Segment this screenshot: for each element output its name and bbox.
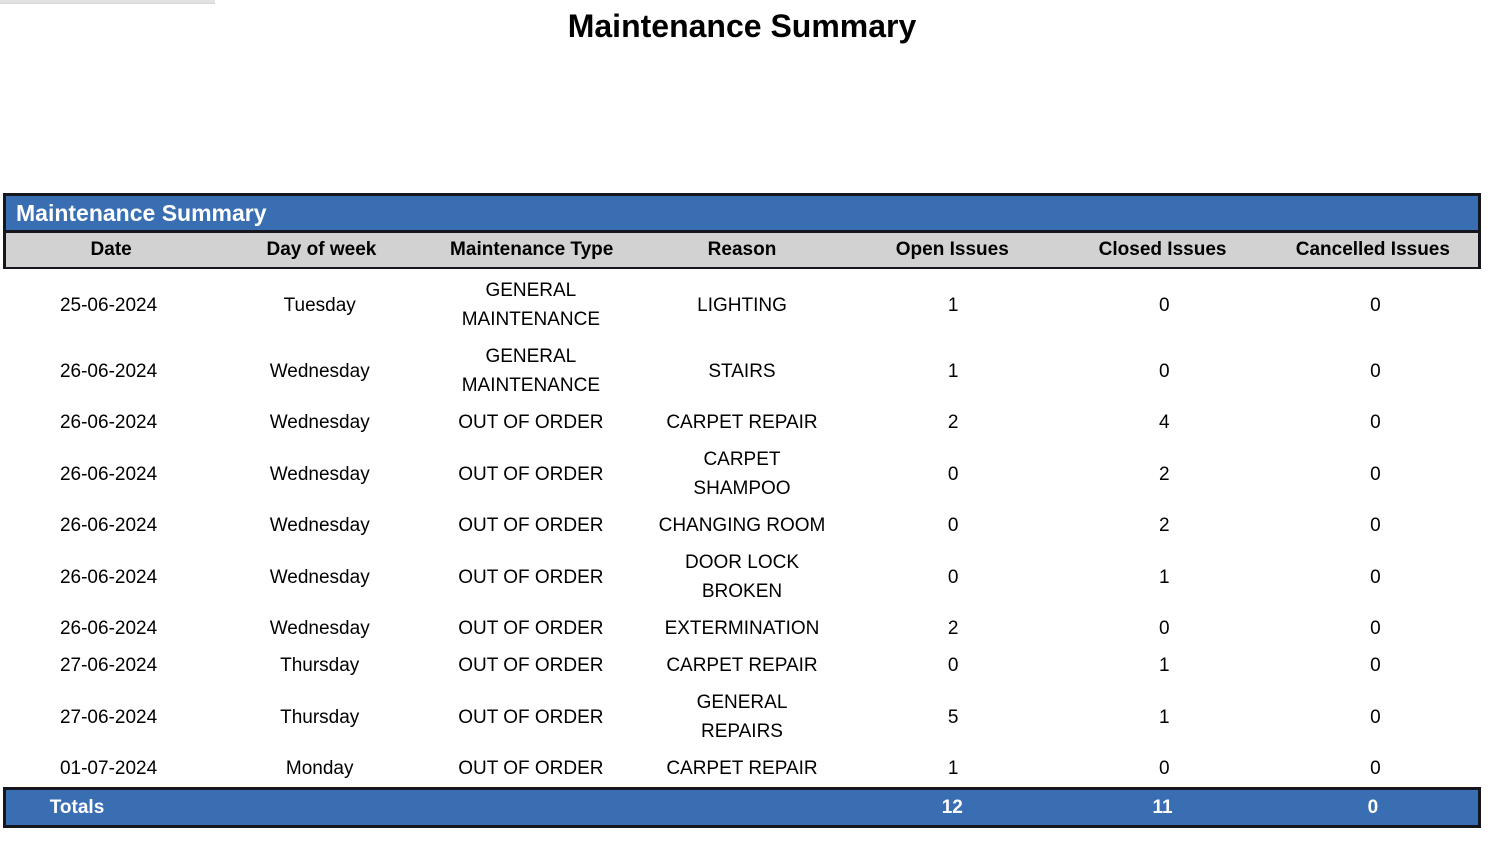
table-title-bar: Maintenance Summary: [3, 193, 1481, 233]
totals-label: Totals: [49, 796, 105, 818]
maintenance-type-cell: OUT OF ORDER: [458, 566, 604, 588]
maintenance-type-cell: OUT OF ORDER: [458, 515, 604, 536]
open-issues-cell: 0: [947, 566, 959, 588]
totals-open-issues: 12: [941, 796, 963, 818]
date-cell: 26-06-2024: [59, 618, 158, 639]
date-cell: 01-07-2024: [59, 758, 158, 779]
table-title: Maintenance Summary: [16, 199, 267, 226]
reason-cell: EXTERMINATION: [664, 618, 820, 639]
cancelled-issues-cell: 0: [1370, 360, 1381, 382]
closed-issues-cell: 4: [1158, 412, 1170, 433]
totals-closed-issues: 11: [1152, 796, 1173, 818]
open-issues-cell: 1: [947, 294, 959, 316]
open-issues-cell: 1: [947, 360, 959, 382]
table-row: 26-06-2024 Wednesday GENERAL MAINTENANCE…: [3, 338, 1481, 404]
cancelled-issues-cell: 0: [1370, 566, 1381, 588]
closed-issues-cell: 0: [1158, 294, 1170, 316]
column-header-maintenance-type: Maintenance Type: [450, 239, 614, 260]
cancelled-issues-cell: 0: [1370, 706, 1381, 728]
totals-cancelled-issues: 0: [1367, 796, 1379, 818]
table-row: 27-06-2024 Thursday OUT OF ORDER CARPET …: [3, 647, 1481, 684]
open-issues-cell: 0: [947, 515, 959, 536]
table-totals-row: Totals 12 11 0: [3, 787, 1481, 828]
day-cell: Wednesday: [269, 618, 370, 639]
closed-issues-cell: 2: [1158, 515, 1170, 536]
table-header-row: Date Day of week Maintenance Type Reason…: [3, 233, 1481, 269]
closed-issues-cell: 1: [1158, 706, 1170, 728]
column-header-cancelled-issues: Cancelled Issues: [1295, 239, 1450, 260]
open-issues-cell: 0: [947, 655, 959, 676]
table-row: 27-06-2024 Thursday OUT OF ORDER GENERAL…: [3, 684, 1481, 750]
open-issues-cell: 2: [947, 618, 959, 639]
date-cell: 25-06-2024: [59, 294, 158, 316]
maintenance-type-cell: GENERAL MAINTENANCE: [461, 280, 600, 330]
top-edge-strip: [0, 0, 215, 4]
reason-cell: CHANGING ROOM: [658, 515, 826, 536]
maintenance-type-cell: OUT OF ORDER: [458, 463, 604, 485]
maintenance-type-cell: OUT OF ORDER: [458, 758, 604, 779]
reason-cell: CARPET REPAIR: [666, 655, 818, 676]
closed-issues-cell: 1: [1158, 655, 1170, 676]
table-row: 25-06-2024 Tuesday GENERAL MAINTENANCE L…: [3, 272, 1481, 338]
maintenance-type-cell: OUT OF ORDER: [458, 412, 604, 433]
date-cell: 27-06-2024: [59, 655, 158, 676]
cancelled-issues-cell: 0: [1370, 294, 1381, 316]
column-header-day-of-week: Day of week: [266, 239, 377, 260]
table-row: 26-06-2024 Wednesday OUT OF ORDER EXTERM…: [3, 610, 1481, 647]
column-header-reason: Reason: [707, 239, 777, 260]
day-cell: Wednesday: [269, 412, 370, 433]
open-issues-cell: 0: [947, 463, 959, 485]
closed-issues-cell: 0: [1158, 618, 1170, 639]
table-row: 26-06-2024 Wednesday OUT OF ORDER CARPET…: [3, 404, 1481, 441]
cancelled-issues-cell: 0: [1370, 655, 1381, 676]
cancelled-issues-cell: 0: [1370, 618, 1381, 639]
day-cell: Monday: [285, 758, 354, 779]
column-header-open-issues: Open Issues: [895, 239, 1009, 260]
cancelled-issues-cell: 0: [1370, 758, 1381, 779]
column-header-date: Date: [90, 239, 132, 260]
reason-cell: GENERAL REPAIRS: [696, 692, 788, 742]
maintenance-type-cell: OUT OF ORDER: [458, 655, 604, 676]
column-header-closed-issues: Closed Issues: [1098, 239, 1227, 260]
table-body: 25-06-2024 Tuesday GENERAL MAINTENANCE L…: [3, 269, 1481, 787]
cancelled-issues-cell: 0: [1370, 463, 1381, 485]
closed-issues-cell: 1: [1158, 566, 1170, 588]
date-cell: 26-06-2024: [59, 463, 158, 485]
date-cell: 26-06-2024: [59, 360, 158, 382]
table-row: 26-06-2024 Wednesday OUT OF ORDER CHANGI…: [3, 507, 1481, 544]
table-row: 26-06-2024 Wednesday OUT OF ORDER DOOR L…: [3, 544, 1481, 610]
closed-issues-cell: 0: [1158, 360, 1170, 382]
reason-cell: CARPET REPAIR: [666, 412, 818, 433]
day-cell: Wednesday: [269, 515, 370, 536]
closed-issues-cell: 2: [1158, 463, 1170, 485]
reason-cell: DOOR LOCK BROKEN: [684, 552, 799, 602]
open-issues-cell: 1: [947, 758, 959, 779]
day-cell: Wednesday: [269, 566, 370, 588]
closed-issues-cell: 0: [1158, 758, 1170, 779]
date-cell: 26-06-2024: [59, 566, 158, 588]
day-cell: Tuesday: [283, 294, 356, 316]
reason-cell: CARPET REPAIR: [666, 758, 818, 779]
reason-cell: CARPET SHAMPOO: [693, 449, 791, 499]
cancelled-issues-cell: 0: [1370, 412, 1381, 433]
day-cell: Thursday: [280, 655, 360, 676]
date-cell: 26-06-2024: [59, 515, 158, 536]
maintenance-type-cell: OUT OF ORDER: [458, 706, 604, 728]
day-cell: Wednesday: [269, 360, 370, 382]
table-row: 26-06-2024 Wednesday OUT OF ORDER CARPET…: [3, 441, 1481, 507]
reason-cell: STAIRS: [708, 360, 776, 382]
cancelled-issues-cell: 0: [1370, 515, 1381, 536]
maintenance-type-cell: GENERAL MAINTENANCE: [461, 346, 600, 396]
date-cell: 27-06-2024: [59, 706, 158, 728]
open-issues-cell: 2: [947, 412, 959, 433]
day-cell: Wednesday: [269, 463, 370, 485]
maintenance-type-cell: OUT OF ORDER: [458, 618, 604, 639]
reason-cell: LIGHTING: [697, 294, 787, 316]
table-row: 01-07-2024 Monday OUT OF ORDER CARPET RE…: [3, 750, 1481, 787]
page-title: Maintenance Summary: [567, 8, 917, 44]
maintenance-summary-table: Maintenance Summary Date Day of week Mai…: [3, 193, 1481, 828]
date-cell: 26-06-2024: [59, 412, 158, 433]
day-cell: Thursday: [280, 706, 360, 728]
open-issues-cell: 5: [947, 706, 959, 728]
